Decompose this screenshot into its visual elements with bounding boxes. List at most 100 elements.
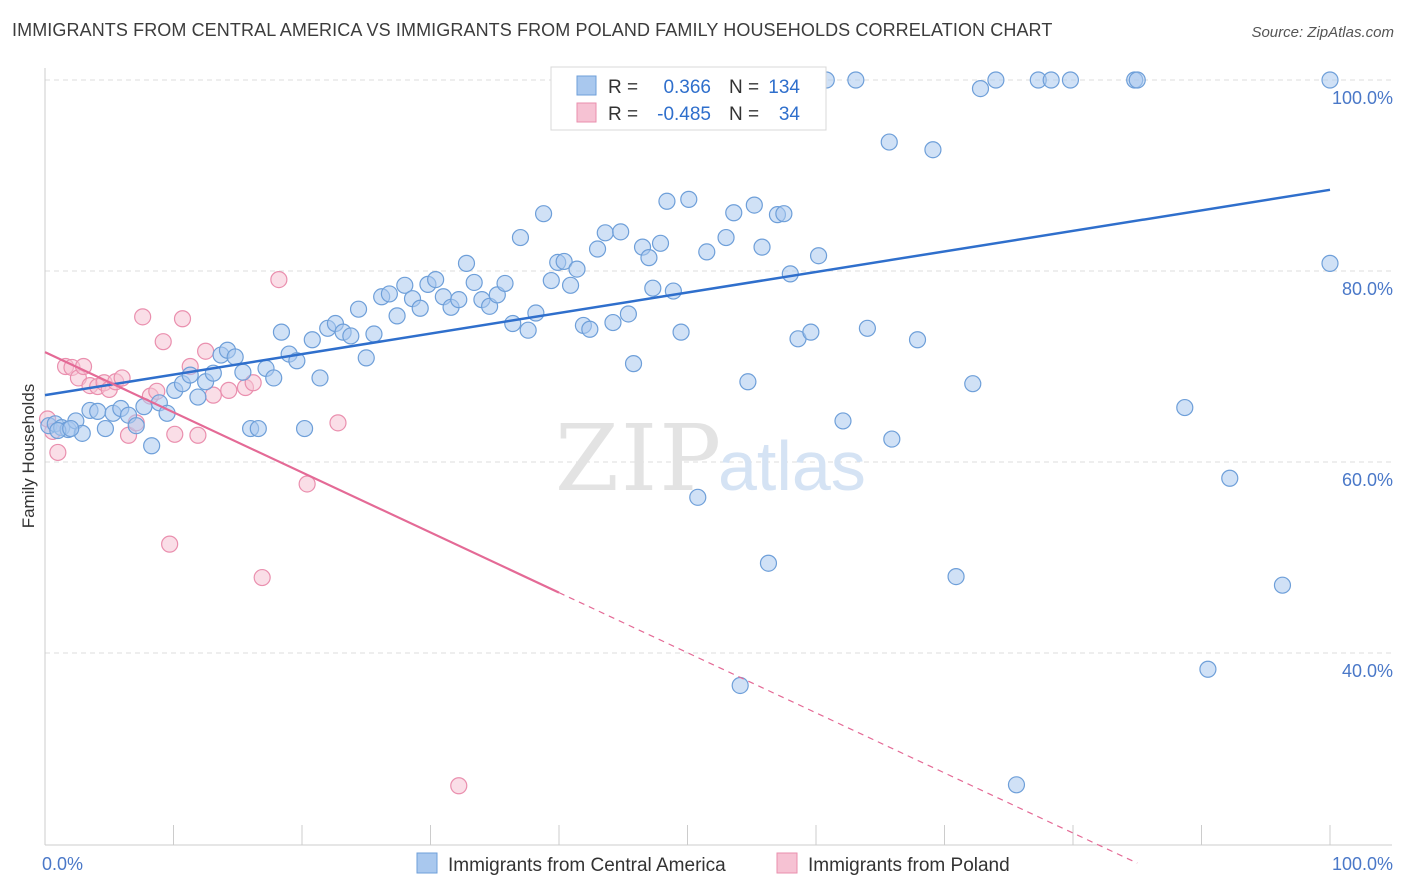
data-point-central-america: [924, 141, 942, 159]
trend-line-central-america: [44, 188, 1331, 397]
data-point-central-america: [745, 196, 763, 214]
data-point-central-america: [672, 323, 690, 341]
data-point-poland: [197, 342, 215, 360]
data-point-poland: [189, 426, 207, 444]
chart-title: IMMIGRANTS FROM CENTRAL AMERICA VS IMMIG…: [12, 20, 1053, 40]
data-point-central-america: [809, 247, 828, 265]
source-label: Source: ZipAtlas.com: [1251, 24, 1394, 41]
data-point-poland: [270, 270, 288, 289]
data-point-central-america: [739, 373, 757, 391]
data-point-central-america: [698, 243, 716, 261]
data-point-poland: [166, 425, 184, 443]
data-point-central-america: [604, 313, 622, 332]
data-point-central-america: [511, 228, 530, 247]
data-point-central-america: [396, 276, 414, 294]
data-point-central-america: [596, 224, 614, 242]
data-point-central-america: [295, 419, 314, 438]
data-point-central-america: [234, 363, 252, 381]
data-point-central-america: [365, 325, 383, 343]
data-point-central-america: [753, 238, 771, 256]
data-point-central-america: [619, 305, 637, 323]
data-point-poland: [134, 308, 152, 326]
data-point-central-america: [1128, 71, 1146, 89]
data-point-poland: [173, 310, 192, 328]
data-point-central-america: [555, 252, 573, 271]
series-legend-label: Immigrants from Poland: [808, 855, 1010, 876]
data-point-central-america: [1273, 576, 1292, 594]
data-point-central-america: [349, 300, 368, 318]
data-point-central-america: [189, 388, 207, 406]
data-point-central-america: [987, 71, 1005, 89]
data-point-central-america: [1321, 71, 1339, 89]
data-point-central-america: [880, 133, 898, 151]
data-point-central-america: [908, 331, 927, 349]
data-point-poland: [329, 414, 347, 432]
data-point-central-america: [759, 554, 778, 572]
data-point-central-america: [581, 320, 599, 338]
data-point-central-america: [640, 249, 658, 267]
data-point-central-america: [519, 321, 537, 339]
data-point-poland: [244, 374, 262, 392]
data-point-central-america: [847, 71, 865, 89]
series-legend-swatch: [776, 852, 798, 874]
stats-r-value: 0.366: [663, 77, 711, 98]
axes: [44, 68, 1392, 846]
watermark-atlas: atlas: [718, 427, 866, 505]
stats-r-label: R =: [608, 104, 638, 125]
data-point-central-america: [465, 273, 483, 292]
data-point-poland: [154, 333, 172, 351]
data-point-central-america: [457, 254, 476, 272]
data-point-central-america: [181, 366, 199, 384]
data-point-central-america: [947, 567, 965, 586]
series-legend-label: Immigrants from Central America: [448, 855, 726, 876]
stats-n-value: 34: [779, 104, 801, 125]
stats-n-label: N =: [729, 104, 759, 125]
data-point-central-america: [303, 331, 321, 349]
data-point-central-america: [542, 271, 560, 290]
data-point-central-america: [311, 369, 329, 387]
data-point-central-america: [450, 291, 468, 309]
data-point-central-america: [561, 276, 580, 294]
data-point-central-america: [265, 369, 283, 387]
x-tick-labels: 0.0% 100.0%: [42, 854, 1393, 874]
data-point-central-america: [504, 314, 522, 333]
data-point-central-america: [651, 234, 670, 252]
data-point-central-america: [1176, 398, 1194, 417]
data-point-central-america: [964, 375, 982, 393]
series-central-america-points: [40, 71, 1339, 794]
y-tick-label: 100.0%: [1332, 88, 1393, 108]
data-point-central-america: [1061, 71, 1080, 89]
data-point-central-america: [658, 192, 676, 210]
data-point-central-america: [1199, 660, 1217, 678]
stats-n-label: N =: [729, 77, 759, 98]
data-point-central-america: [644, 279, 662, 297]
data-point-central-america: [1221, 469, 1239, 487]
data-point-central-america: [883, 430, 901, 448]
y-tick-label: 80.0%: [1342, 279, 1393, 299]
data-point-central-america: [96, 419, 114, 438]
stats-legend: R = 0.366 N = 134 R = -0.485 N = 34: [550, 66, 827, 131]
data-point-central-america: [89, 402, 107, 420]
data-point-central-america: [380, 285, 398, 303]
y-axis-title: Family Households: [19, 384, 38, 529]
data-point-poland: [161, 535, 179, 553]
data-point-central-america: [971, 79, 990, 98]
data-point-central-america: [588, 240, 607, 258]
stats-r-label: R =: [608, 77, 638, 98]
data-point-poland: [220, 381, 238, 399]
watermark: ZIP atlas: [555, 405, 866, 512]
data-point-central-america: [858, 319, 877, 337]
data-point-central-america: [496, 274, 514, 293]
data-point-central-america: [1007, 776, 1026, 794]
data-point-central-america: [624, 355, 643, 373]
stats-r-value: -0.485: [657, 104, 711, 125]
x-tick-label: 100.0%: [1332, 854, 1393, 874]
data-point-poland: [49, 443, 67, 462]
data-point-central-america: [680, 190, 698, 208]
data-point-central-america: [226, 348, 244, 366]
data-point-central-america: [411, 299, 429, 317]
y-tick-label: 60.0%: [1342, 470, 1393, 490]
data-point-central-america: [717, 228, 735, 247]
trend-lines: [44, 188, 1331, 864]
